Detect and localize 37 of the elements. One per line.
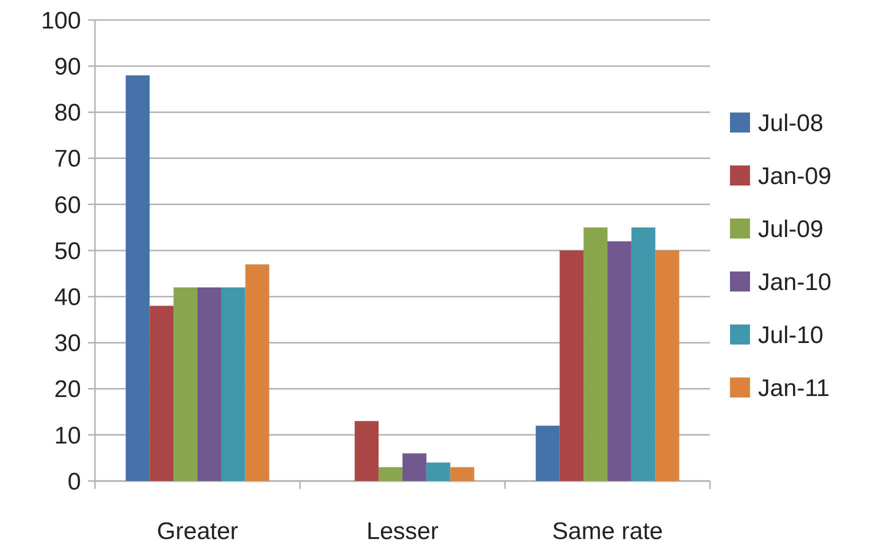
y-tick-label: 0	[68, 468, 81, 496]
bar	[536, 426, 560, 481]
y-tick-label: 40	[54, 284, 81, 311]
y-tick-label: 100	[40, 7, 81, 34]
legend-label: Jul-09	[758, 216, 824, 243]
y-tick-label: 90	[54, 54, 81, 80]
bar	[560, 250, 584, 481]
bar	[198, 287, 222, 481]
y-tick-label: 80	[54, 100, 81, 127]
legend-label: Jul-08	[758, 110, 824, 137]
x-tick-label: Greater	[156, 518, 238, 545]
bar	[426, 462, 450, 481]
bar	[655, 250, 680, 481]
bar	[221, 287, 246, 481]
bar	[631, 227, 656, 481]
y-tick-label: 50	[54, 238, 81, 265]
x-tick-label: Lesser	[366, 518, 439, 545]
x-tick-label: Same rate	[552, 518, 663, 545]
y-tick-label: 70	[54, 146, 81, 173]
bar	[150, 306, 174, 481]
bar	[608, 241, 632, 481]
legend-label: Jul-10	[758, 322, 824, 349]
bar	[245, 264, 270, 481]
y-tick-label: 10	[54, 422, 81, 450]
bar	[402, 453, 426, 481]
bar	[126, 75, 150, 481]
bar	[174, 287, 198, 481]
legend-label: Jan-09	[758, 162, 832, 190]
y-tick-label: 30	[54, 330, 81, 358]
bar	[378, 467, 402, 481]
bar	[584, 227, 608, 481]
y-tick-label: 60	[54, 192, 81, 219]
bar	[354, 421, 379, 481]
y-tick-label: 20	[54, 376, 81, 404]
bar	[450, 467, 474, 481]
legend-label: Jan-11	[758, 374, 830, 402]
legend-label: Jan-10	[758, 268, 832, 296]
